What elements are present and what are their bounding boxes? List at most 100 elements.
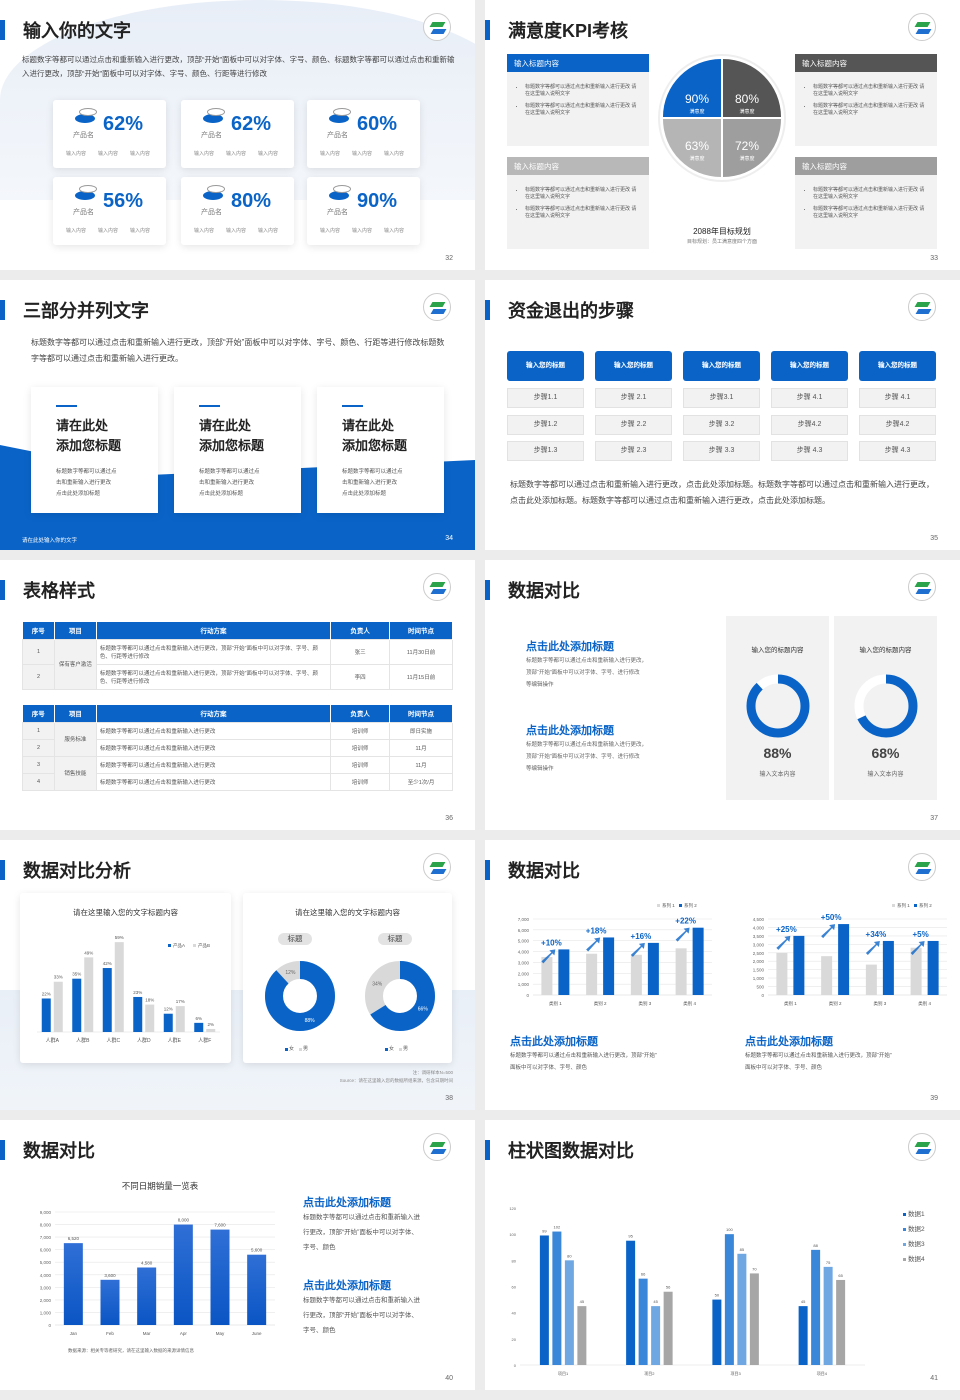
row-action: 标题数字等都可以通过点击和重新输入进行更改 <box>95 772 332 791</box>
block-text: 标题数字等都可以通过点击和重新输入进行更改，顶部“开始” <box>510 1053 657 1059</box>
legend-label: 产品B <box>198 942 210 949</box>
product-sub-label: 输入内容 <box>352 228 373 234</box>
bar-data-label: 45 <box>653 1299 658 1304</box>
bar <box>586 953 598 995</box>
bar-data-label: 88 <box>813 1243 818 1248</box>
card-text: 点击此处添加标题 <box>199 491 244 497</box>
legend-label: 系列 1 <box>662 902 675 909</box>
y-tick-label: 500 <box>756 985 764 990</box>
table-row: 2 标题数字等都可以通过点击和重新输入进行更改，顶部“开始”面板中可以对字体、字号… <box>22 663 453 690</box>
row-number: 1 <box>22 721 55 740</box>
slide-38: 数据对比分析 38 请在这里输入您的文字标题内容 人群A 22% 33% 人群B 35% 49%… <box>0 840 475 1110</box>
row-owner: 培训师 <box>330 772 391 791</box>
product-sub-label: 输入内容 <box>384 228 405 234</box>
product-sub-label: 输入内容 <box>98 228 119 234</box>
block-title: 点击此处添加标题 <box>510 1036 598 1048</box>
donut-rest-label: 34% <box>372 981 383 987</box>
donut-card: 输入您的标题内容 68% 输入文本内容 <box>834 616 937 800</box>
slide-title: 资金退出的步骤 <box>508 301 634 321</box>
bar <box>663 1291 673 1365</box>
title-accent-bar <box>0 580 5 600</box>
step-box: 步骤4.2 <box>771 414 848 435</box>
table-row: 4 标题数字等都可以通过点击和重新输入进行更改 培训师 至少1次/月 <box>22 772 453 791</box>
y-tick-label: 2,500 <box>753 951 765 956</box>
product-value: 62% <box>103 113 144 135</box>
row-time: 11月15日前 <box>389 663 453 690</box>
step-header-button[interactable]: 输入您的标题 <box>859 351 936 381</box>
bar-data-label: 102 <box>554 1225 561 1230</box>
product-sub-label: 输入内容 <box>384 151 405 157</box>
footer-text: 请在此处输入你的文字 <box>22 538 78 544</box>
donut-value: 88% <box>763 745 792 761</box>
legend-dot <box>399 1048 402 1051</box>
coins-icon-top <box>207 185 225 193</box>
row-number: 2 <box>22 663 55 690</box>
y-tick-label: 7,000 <box>40 1235 52 1240</box>
quadrant-value: 72% <box>735 139 759 153</box>
bar-data-label: 17% <box>176 999 185 1004</box>
coins-icon <box>203 191 223 200</box>
step-box: 步骤3.1 <box>683 388 760 408</box>
bar <box>626 1240 636 1365</box>
product-label: 产品名 <box>201 209 222 216</box>
bar-data-label: 49% <box>84 950 93 955</box>
legend-dot <box>285 1048 288 1051</box>
row-action: 标题数字等都可以通过点击和重新输入进行更改，顶部“开始”面板中可以对字体、字号、… <box>95 663 332 690</box>
x-tick-label: 人群A <box>46 1037 60 1044</box>
pie-tag: 标题 <box>278 933 312 945</box>
bar <box>558 949 570 995</box>
step-header-button[interactable]: 输入您的标题 <box>595 351 672 381</box>
page-number: 32 <box>445 255 453 262</box>
slide-title: 表格样式 <box>23 581 95 601</box>
source-text: 数据来源：相关专等者研究，请在这里输入数据的来源详情信息 <box>68 1348 194 1353</box>
chart-title: 不同日期销量一览表 <box>121 1181 199 1191</box>
coins-icon-top <box>79 185 97 193</box>
bar <box>823 1266 833 1365</box>
bar-data-label: 6,520 <box>68 1236 80 1241</box>
block-text: 面板中可以对字体、字号、颜色 <box>745 1065 823 1071</box>
legend-swatch <box>903 1243 906 1246</box>
step-header-button[interactable]: 输入您的标题 <box>507 351 584 381</box>
bar-data-label: 59% <box>115 935 124 940</box>
pie-quadrant <box>663 59 721 117</box>
legend-label: 男 <box>403 1046 409 1052</box>
step-header-button[interactable]: 输入您的标题 <box>683 351 760 381</box>
row-owner: 李四 <box>330 663 391 690</box>
product-card: 62% 产品名 输入内容 输入内容 输入内容 <box>53 100 166 168</box>
product-label: 产品名 <box>73 209 94 216</box>
product-card: 62% 产品名 输入内容 输入内容 输入内容 <box>181 100 294 168</box>
bar <box>630 954 642 995</box>
bar-data-label: 18% <box>145 998 154 1003</box>
product-value: 62% <box>231 113 272 135</box>
x-tick-label: Feb <box>106 1331 114 1336</box>
block-text: 顶部“开始”面板中可以对字体、字号、进行修改 <box>526 670 640 676</box>
x-tick-label: 项目3 <box>731 1370 742 1376</box>
bar-data-label: 80 <box>567 1253 572 1258</box>
row-owner: 培训师 <box>330 721 391 740</box>
y-tick-label: 120 <box>509 1206 516 1211</box>
table-header-cell: 负责人 <box>330 622 391 639</box>
y-tick-label: 2,000 <box>518 971 530 976</box>
bar <box>577 1306 587 1365</box>
growth-arrow-icon <box>675 927 690 942</box>
step-header-button[interactable]: 输入您的标题 <box>771 351 848 381</box>
x-tick-label: Mar <box>143 1331 151 1336</box>
block-text: 字号、颜色 <box>303 1327 336 1334</box>
page-number: 34 <box>445 535 453 542</box>
legend-label: 女 <box>289 1046 295 1052</box>
quadrant-value: 63% <box>685 139 709 153</box>
step-box: 步骤1.3 <box>507 441 584 461</box>
growth-label: +22% <box>675 917 696 926</box>
step-box: 步骤1.2 <box>507 414 584 435</box>
x-tick-label: 类别 1 <box>549 1000 562 1007</box>
row-time: 11月30日前 <box>389 638 453 665</box>
legend-label: 系列 2 <box>919 902 932 909</box>
bar <box>163 1013 173 1032</box>
legend-label: 女 <box>389 1046 395 1052</box>
step-box: 步骤 4.3 <box>859 441 936 461</box>
grouped-bar-chart: 0 20 40 60 80 100 120 项目1 99 102 80 45 项目2 95 66 45 56 项目… <box>509 1206 925 1376</box>
school-emblem-logo <box>423 853 451 881</box>
x-tick-label: May <box>216 1331 225 1336</box>
product-sub-label: 输入内容 <box>194 228 215 234</box>
donut-main-label: 88% <box>305 1018 316 1024</box>
